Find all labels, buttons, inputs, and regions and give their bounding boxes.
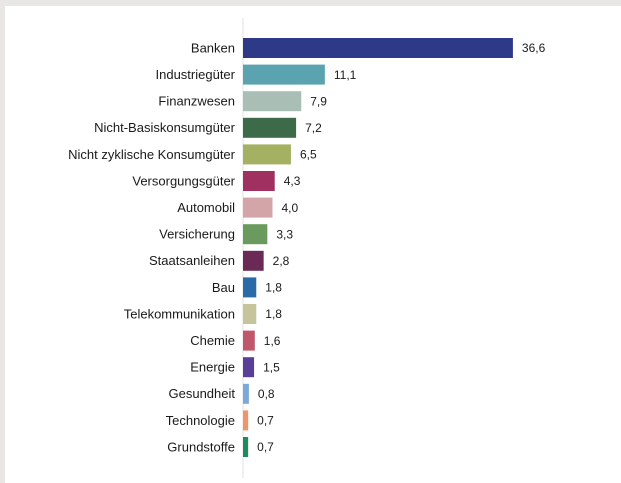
bar xyxy=(243,224,268,245)
value-label: 7,2 xyxy=(305,121,322,135)
category-label: Energie xyxy=(190,360,235,375)
category-label: Finanzwesen xyxy=(158,94,235,109)
bar xyxy=(243,410,249,431)
category-label: Industriegüter xyxy=(156,67,236,82)
value-label: 36,6 xyxy=(522,41,546,55)
category-label: Banken xyxy=(191,40,235,55)
category-label: Telekommunikation xyxy=(124,306,235,321)
category-label: Grundstoffe xyxy=(167,439,235,454)
panel xyxy=(5,6,621,483)
value-label: 0,8 xyxy=(258,387,275,401)
category-label: Bau xyxy=(212,280,235,295)
value-label: 4,0 xyxy=(282,201,299,215)
bar xyxy=(243,144,291,165)
bar xyxy=(243,91,302,112)
category-label: Chemie xyxy=(190,333,235,348)
bar xyxy=(243,117,297,138)
category-label: Versorgungsgüter xyxy=(132,173,235,188)
category-label: Versicherung xyxy=(159,227,235,242)
value-label: 11,1 xyxy=(334,68,357,82)
bar xyxy=(243,250,264,271)
bar xyxy=(243,357,255,378)
value-label: 3,3 xyxy=(276,227,293,241)
bar xyxy=(243,304,257,324)
category-label: Staatsanleihen xyxy=(149,253,235,268)
category-label: Gesundheit xyxy=(169,386,236,401)
value-label: 7,9 xyxy=(310,94,327,108)
value-label: 4,3 xyxy=(284,174,301,188)
value-label: 1,5 xyxy=(263,360,280,374)
value-label: 0,7 xyxy=(257,440,274,454)
category-label: Technologie xyxy=(166,413,235,428)
bar xyxy=(243,64,325,85)
value-label: 1,8 xyxy=(265,281,282,295)
bar xyxy=(243,330,255,351)
category-label: Automobil xyxy=(177,200,235,215)
value-label: 2,8 xyxy=(273,254,290,268)
bar xyxy=(243,171,275,191)
bar xyxy=(243,277,257,298)
bar xyxy=(243,38,513,58)
category-label: Nicht zyklische Konsumgüter xyxy=(68,147,236,162)
value-label: 1,8 xyxy=(265,307,282,321)
bar xyxy=(243,383,249,404)
category-label: Nicht-Basiskonsumgüter xyxy=(94,120,236,135)
bar xyxy=(243,197,273,218)
bar xyxy=(243,437,249,457)
value-label: 6,5 xyxy=(300,148,317,162)
value-label: 0,7 xyxy=(257,414,274,428)
value-label: 1,6 xyxy=(264,334,281,348)
